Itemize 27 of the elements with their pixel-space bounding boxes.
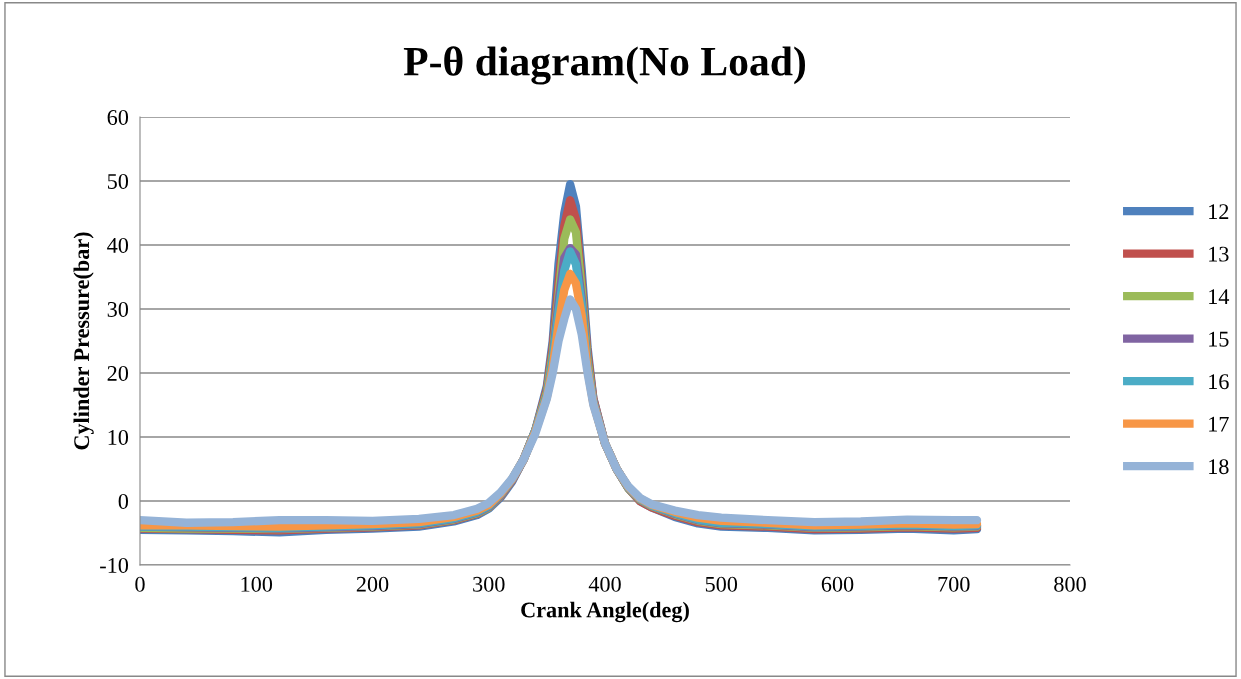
x-tick-label: 0	[135, 576, 145, 592]
x-tick-label: 700	[938, 576, 970, 592]
x-tick-label: 300	[473, 576, 505, 592]
x-tick-label: 500	[705, 576, 738, 592]
legend-label: 18	[1209, 459, 1229, 475]
legend-label: 14	[1209, 289, 1230, 304]
y-tick-label: 40	[107, 237, 129, 253]
y-tick-label: 60	[107, 109, 129, 125]
y-axis-title: Cylinder Pressure(bar)	[73, 232, 94, 450]
x-axis-title: Crank Angle(deg)	[521, 601, 689, 623]
y-tick-label: 20	[107, 365, 129, 381]
chart-title: P-θ diagram(No Load)	[403, 46, 806, 85]
legend-label: 13	[1209, 246, 1229, 262]
x-tick-label: 800	[1054, 576, 1086, 592]
x-tick-label: 200	[356, 576, 389, 592]
legend-label: 16	[1209, 374, 1229, 390]
y-tick-label: 0	[118, 493, 129, 509]
legend-label: 15	[1209, 331, 1229, 347]
x-tick-label: 400	[588, 576, 621, 592]
y-tick-label: 50	[107, 173, 129, 189]
y-tick-label: 10	[108, 429, 129, 445]
x-tick-label: 100	[241, 576, 273, 592]
legend-label: 12	[1209, 204, 1229, 219]
x-tick-label: 600	[821, 576, 854, 592]
y-tick-label: -10	[100, 557, 129, 573]
y-tick-label: 30	[107, 301, 129, 317]
legend-label: 17	[1209, 416, 1229, 432]
